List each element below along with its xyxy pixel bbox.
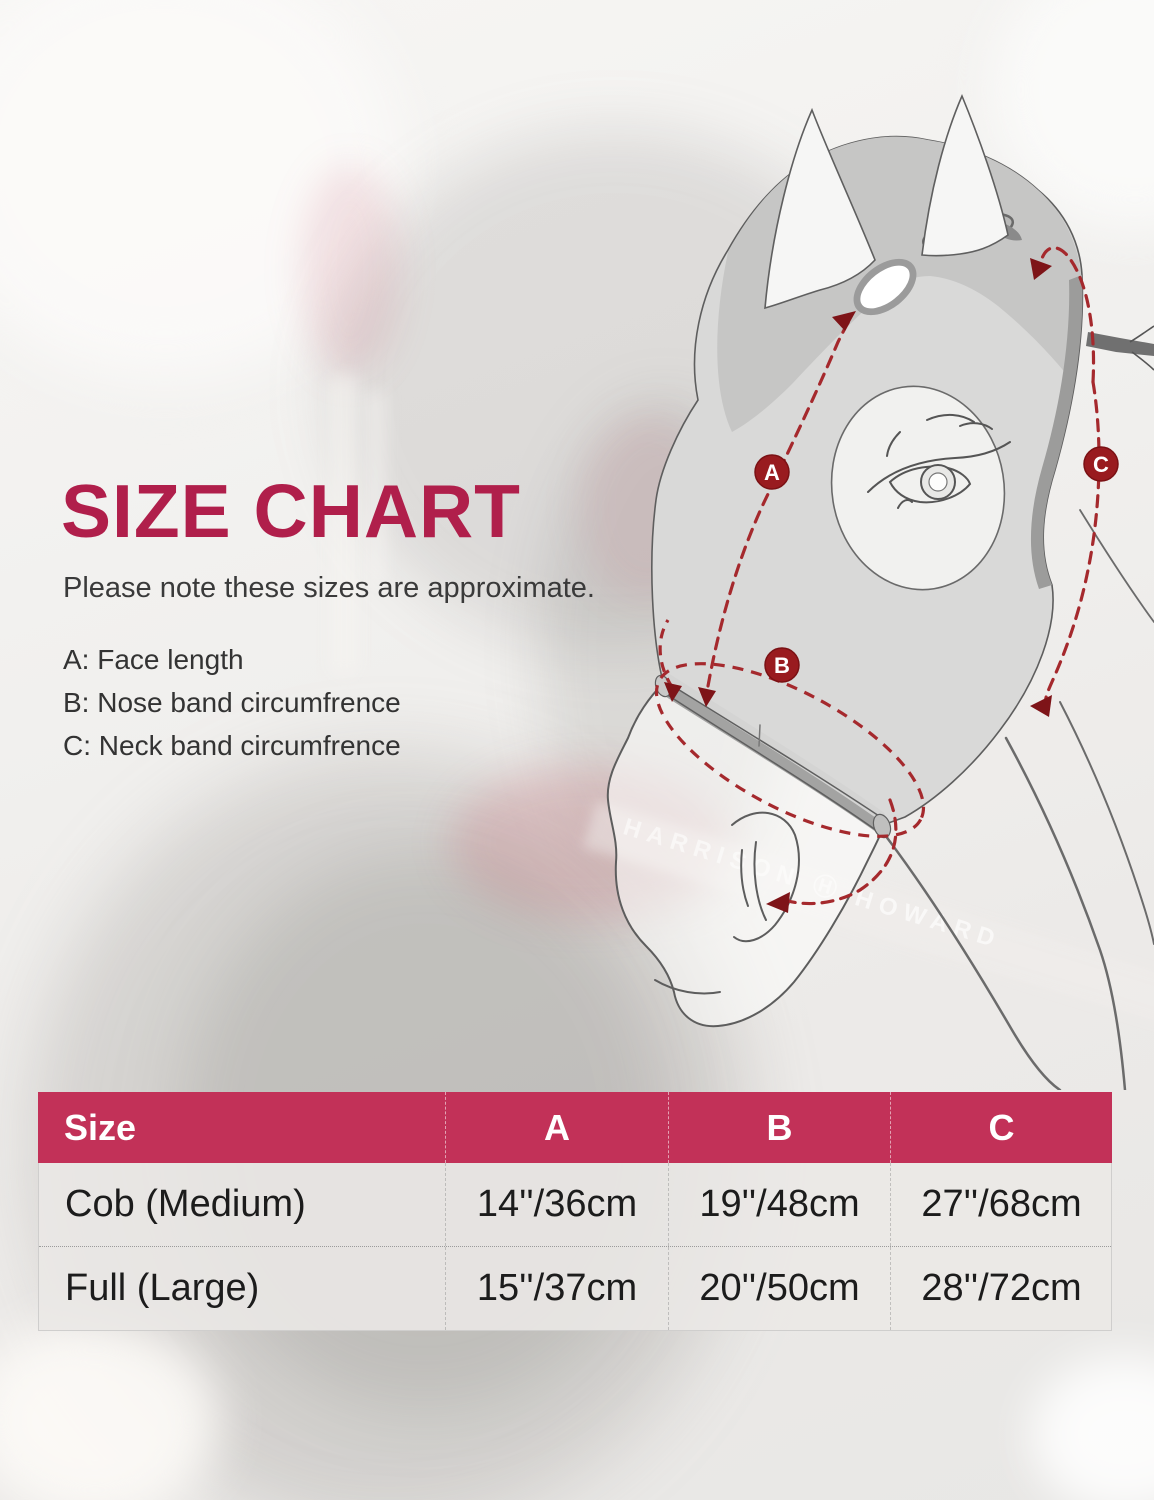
table-row-cob: Cob (Medium) 14''/36cm 19''/48cm 27''/68… <box>39 1163 1111 1246</box>
marker-c: C <box>1083 446 1119 482</box>
cell-size-name: Full (Large) <box>65 1267 260 1309</box>
forelock-hole <box>853 258 917 316</box>
svg-text:C: C <box>1093 452 1109 477</box>
note-text: Please note these sizes are approximate. <box>63 572 595 604</box>
nostril-sketch <box>654 811 800 995</box>
legend-item-c: C: Neck band circumfrence <box>63 730 401 761</box>
marker-a: A <box>754 454 790 490</box>
neck-outline <box>883 509 1154 1090</box>
table-row-full: Full (Large) 15''/37cm 20''/50cm 28''/72… <box>39 1246 1111 1330</box>
cell-a-value: 14''/36cm <box>445 1163 668 1246</box>
horse-mask-diagram: A B C <box>606 93 1154 1090</box>
header-cell-b: B <box>668 1092 890 1163</box>
background-highlight <box>1030 1355 1154 1500</box>
svg-text:A: A <box>764 460 780 485</box>
cell-a-value: 15''/37cm <box>445 1247 668 1330</box>
background-highlight <box>0 1320 220 1500</box>
throat-strap <box>1086 325 1154 371</box>
size-chart-table: Size A B C Cob (Medium) 14''/36cm 19''/4… <box>38 1092 1112 1331</box>
background-highlight <box>0 0 400 380</box>
measurement-line-c <box>1030 246 1101 717</box>
marker-b: B <box>764 647 800 683</box>
header-cell-c: C <box>890 1092 1112 1163</box>
eye-panel <box>830 385 1011 591</box>
svg-text:B: B <box>774 653 790 678</box>
legend-item-b: B: Nose band circumfrence <box>63 687 401 718</box>
measurement-line-a <box>698 311 856 707</box>
cell-b-value: 20''/50cm <box>668 1247 890 1330</box>
table-body: Cob (Medium) 14''/36cm 19''/48cm 27''/68… <box>38 1163 1112 1331</box>
mask-edge-trim <box>1030 275 1083 589</box>
nose-band <box>654 672 892 839</box>
muzzle-sketch <box>606 683 884 1028</box>
cell-b-value: 19''/48cm <box>668 1163 890 1246</box>
page-title: SIZE CHART <box>61 469 521 553</box>
header-cell-size: Size <box>64 1106 137 1148</box>
eye-sketch <box>867 414 1011 509</box>
table-header-row: Size A B C <box>38 1092 1112 1163</box>
cell-size-name: Cob (Medium) <box>65 1183 306 1225</box>
header-cell-a: A <box>445 1092 668 1163</box>
legend-item-a: A: Face length <box>63 644 244 675</box>
left-ear <box>764 107 876 310</box>
faded-red-mask-patch <box>300 165 400 375</box>
cell-c-value: 27''/68cm <box>890 1163 1112 1246</box>
cell-c-value: 28''/72cm <box>890 1247 1112 1330</box>
measurement-line-b <box>654 619 926 913</box>
measurement-legend: A: Face length B: Nose band circumfrence… <box>63 638 401 767</box>
